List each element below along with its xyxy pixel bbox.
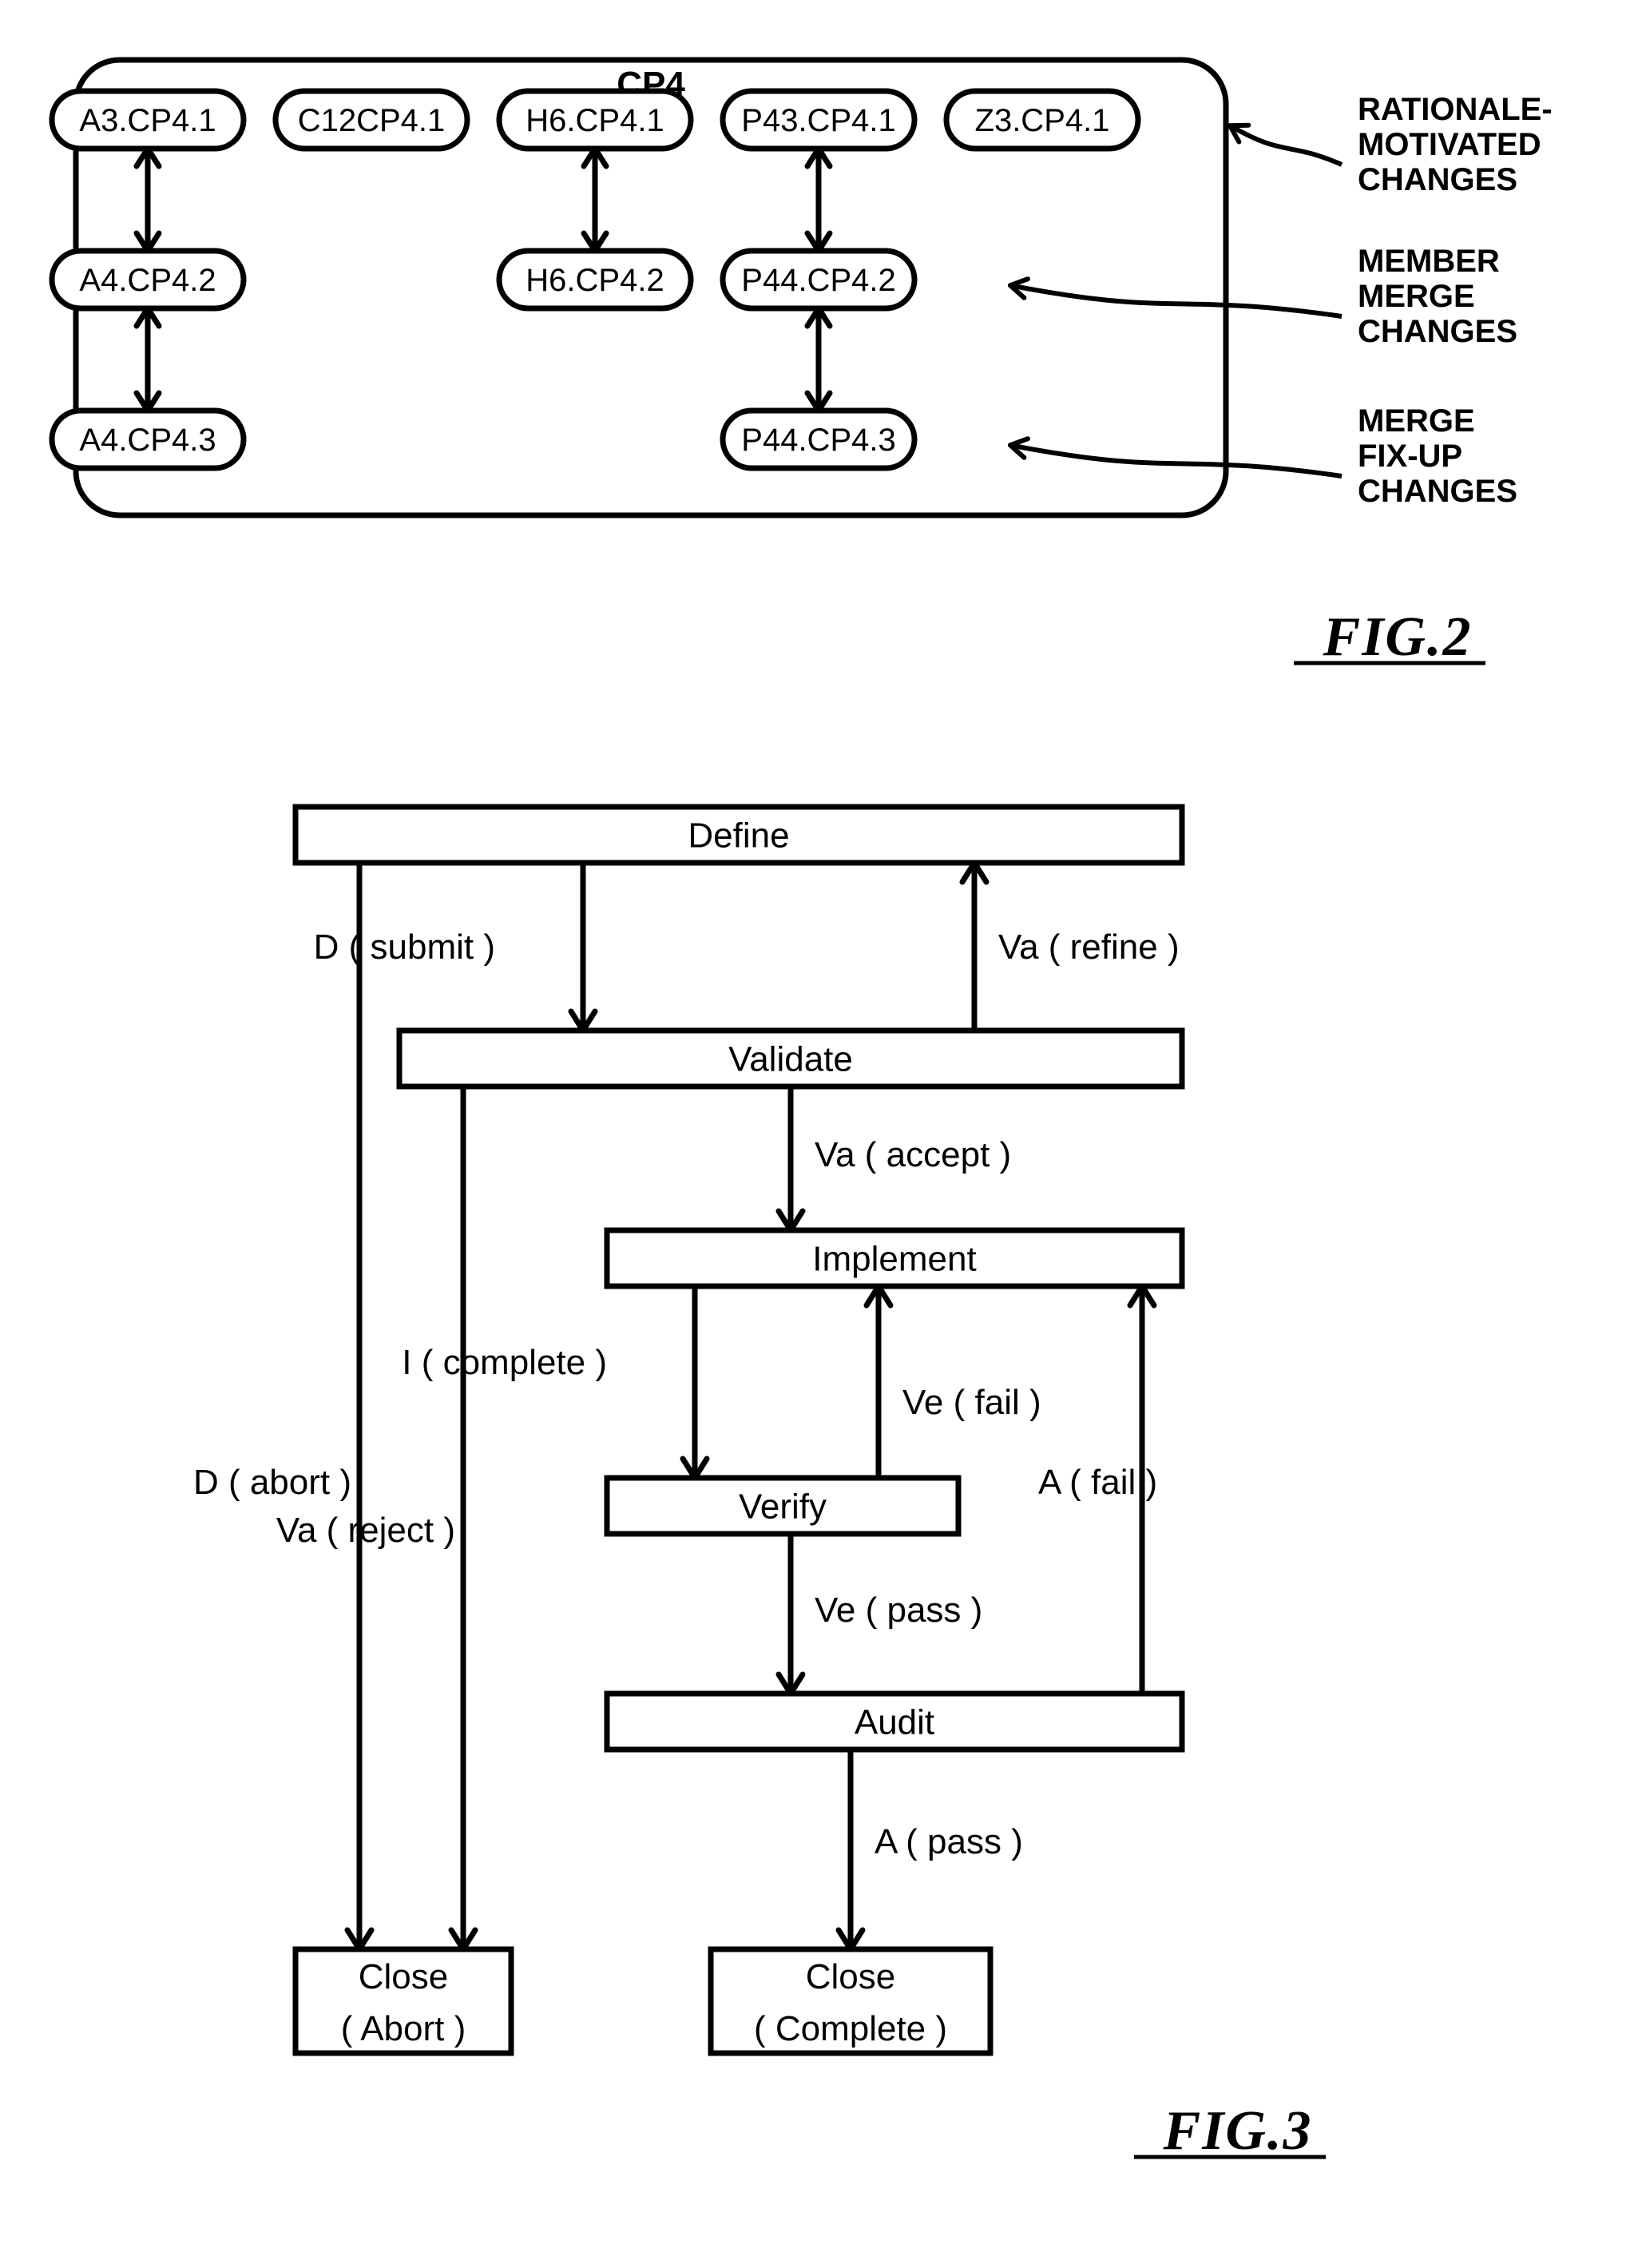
cp4-node-label: C12CP4.1 (298, 103, 446, 138)
side-leader (1010, 285, 1342, 316)
flow-box-label: ( Abort ) (341, 2009, 466, 2048)
flow-edge-label: D ( abort ) (193, 1463, 351, 1502)
figure-3-label: FIG.3 (1163, 2100, 1313, 2162)
flow-box-label: Close (359, 1957, 449, 1996)
cp4-node-label: Z3.CP4.1 (975, 103, 1110, 138)
flow-box-label: Define (688, 816, 789, 855)
cp4-node-label: H6.CP4.1 (526, 103, 664, 138)
flow-box-label: Close (806, 1957, 896, 1996)
side-label-line: CHANGES (1358, 474, 1517, 509)
figure-2-label: FIG.2 (1323, 606, 1473, 668)
side-leader (1010, 445, 1342, 476)
cp4-node-label: P44.CP4.3 (741, 423, 895, 458)
flow-edge-label: A ( pass ) (875, 1822, 1023, 1861)
flow-box-label: Implement (812, 1239, 976, 1278)
flow-edge-label: Ve ( fail ) (902, 1383, 1041, 1422)
flow-edge-label: D ( submit ) (314, 927, 495, 967)
side-label-line: FIX-UP (1358, 439, 1462, 474)
side-label-line: MEMBER (1358, 244, 1500, 279)
side-leader (1230, 125, 1342, 165)
side-label-line: CHANGES (1358, 162, 1517, 197)
cp4-node-label: H6.CP4.2 (526, 263, 664, 298)
cp4-node-label: P44.CP4.2 (741, 263, 895, 298)
side-label-line: MERGE (1358, 279, 1475, 314)
cp4-node-label: A4.CP4.2 (79, 263, 216, 298)
flow-edge-label: Va ( accept ) (815, 1135, 1011, 1174)
flow-edge-label: Va ( reject ) (276, 1511, 455, 1550)
side-label-line: CHANGES (1358, 314, 1517, 349)
flow-box-label: Verify (739, 1487, 827, 1526)
flow-edge-label: Ve ( pass ) (815, 1591, 982, 1630)
flow-edge-label: Va ( refine ) (998, 927, 1180, 967)
side-label-line: RATIONALE- (1358, 92, 1553, 127)
cp4-node-label: P43.CP4.1 (741, 103, 895, 138)
flow-box-label: ( Complete ) (754, 2009, 947, 2048)
side-label-line: MERGE (1358, 403, 1475, 439)
side-label-line: MOTIVATED (1358, 127, 1541, 162)
flow-edge-label: I ( complete ) (402, 1343, 607, 1382)
cp4-node-label: A3.CP4.1 (79, 103, 216, 138)
flow-box-label: Audit (855, 1702, 934, 1742)
cp4-node-label: A4.CP4.3 (79, 423, 216, 458)
flow-edge-label: A ( fail ) (1038, 1463, 1157, 1502)
flow-box-label: Validate (728, 1039, 853, 1078)
